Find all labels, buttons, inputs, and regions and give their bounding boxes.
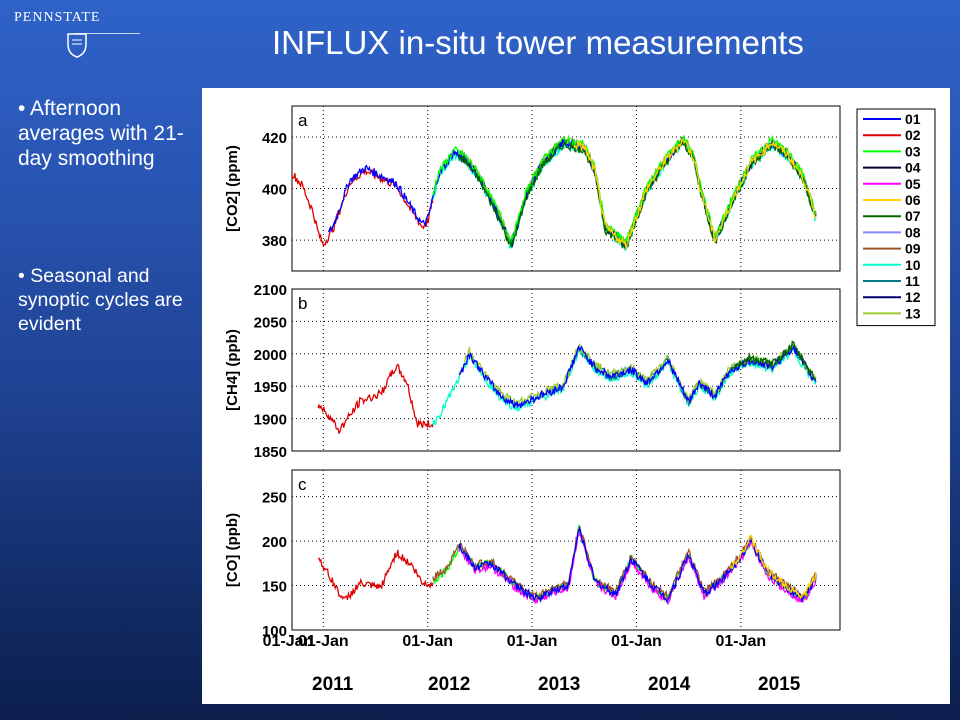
pennstate-logo: PENNSTATE [14, 10, 140, 70]
legend-label-11: 11 [905, 273, 920, 289]
y-tick-label: 2050 [254, 314, 287, 331]
bullet-1: • Afternoon averages with 21-day smoothi… [18, 97, 184, 170]
year-label: 2015 [758, 674, 801, 695]
legend-label-07: 07 [905, 208, 921, 224]
series-line-02-a [291, 167, 434, 247]
y-axis-label: [CH4] (ppb) [224, 329, 241, 411]
y-axis-label: [CO2] (ppm) [224, 145, 241, 232]
y-tick-label: 150 [262, 579, 287, 596]
y-tick-label: 100 [262, 623, 287, 640]
plot-frame-b [291, 288, 841, 452]
legend-label-09: 09 [905, 241, 921, 257]
plot-frame-a [291, 105, 841, 272]
page-title: INFLUX in-situ tower measurements [272, 24, 804, 61]
series-line-01-b [458, 344, 817, 409]
series-line-02-b [317, 363, 434, 435]
x-tick-label: 01-Jan [263, 633, 314, 650]
y-tick-label: 380 [262, 233, 287, 250]
year-label: 2011 [312, 674, 354, 695]
y-tick-label: 400 [262, 182, 287, 199]
legend-label-12: 12 [905, 289, 921, 305]
x-tick-label: 01-Jan [507, 633, 558, 650]
bullet-2: • Seasonal and synoptic cycles are evide… [18, 265, 183, 335]
panel-label: b [298, 294, 307, 313]
y-tick-label: 420 [262, 130, 287, 147]
series-line-01-c [458, 525, 817, 604]
y-tick-label: 1950 [254, 379, 287, 396]
series-line-01-a [327, 136, 817, 249]
series-line-13-b [458, 339, 817, 407]
legend-label-02: 02 [905, 127, 921, 143]
legend-label-13: 13 [905, 305, 921, 321]
x-tick-label: 01-Jan [611, 633, 662, 650]
logo-rule [74, 33, 140, 34]
y-tick-label: 1850 [254, 444, 287, 461]
panel-label: c [298, 475, 307, 494]
legend-label-03: 03 [905, 143, 921, 159]
bullet-1-text: Afternoon averages with 21-day smoothing [18, 97, 184, 170]
plot-frame-c [291, 469, 841, 631]
logo-wordmark: PENNSTATE [14, 10, 101, 25]
legend-label-10: 10 [905, 257, 921, 273]
legend-label-08: 08 [905, 224, 921, 240]
y-tick-label: 2000 [254, 347, 287, 364]
series-line-03-a [432, 134, 817, 248]
legend-label-05: 05 [905, 176, 921, 192]
legend-label-04: 04 [905, 160, 921, 176]
legend-label-06: 06 [905, 192, 921, 208]
bullet-2-text: Seasonal and synoptic cycles are evident [18, 265, 183, 335]
x-tick-label: 01-Jan [402, 633, 453, 650]
series-line-10-b [432, 345, 817, 426]
year-label: 2014 [648, 674, 691, 695]
y-tick-label: 1900 [254, 412, 287, 429]
year-label: 2013 [538, 674, 581, 695]
year-label: 2012 [428, 674, 471, 695]
series-line-06-a [573, 138, 817, 250]
series-line-06-c [729, 534, 817, 600]
legend-box [856, 108, 936, 327]
legend-label-01: 01 [905, 111, 921, 127]
x-tick-label: 01-Jan [715, 633, 766, 650]
shield-icon [67, 33, 87, 58]
x-tick-label: 01-Jan [298, 633, 349, 650]
series-line-07-b [730, 340, 816, 381]
chart-panel: 380 400 420 [CO2] (ppm) a 01 02 03 04 05 06 07 08 09 1… [202, 88, 950, 704]
series-line-02-c [317, 549, 434, 601]
y-tick-label: 250 [262, 490, 287, 507]
y-axis-label: [CO] (ppb) [224, 513, 241, 587]
panel-label: a [298, 111, 308, 130]
y-tick-label: 200 [262, 534, 287, 551]
y-tick-label: 2100 [254, 282, 287, 299]
